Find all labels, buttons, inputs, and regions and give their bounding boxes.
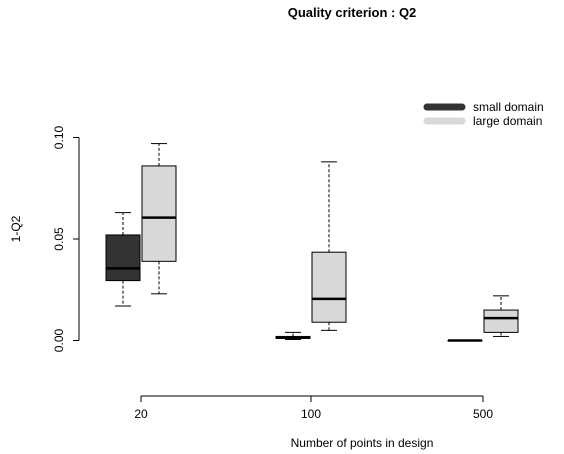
boxes <box>105 143 519 342</box>
x-tick-label: 100 <box>301 407 321 421</box>
legend-label: large domain <box>473 114 542 128</box>
x-tick-label: 500 <box>473 407 493 421</box>
box-small-domain-100 <box>275 331 311 340</box>
chart-title: Quality criterion : Q2 <box>288 5 417 20</box>
y-axis: 0.00 0.05 0.10 <box>52 125 80 352</box>
iqr-box <box>141 165 177 262</box>
legend-label: small domain <box>473 100 544 114</box>
box-small-domain-500 <box>447 339 483 342</box>
x-axis-label: Number of points in design <box>291 436 434 450</box>
y-tick-label: 0.00 <box>52 328 66 352</box>
y-tick-label: 0.05 <box>52 227 66 251</box>
box-large-domain-500 <box>483 295 519 337</box>
x-tick-label: 20 <box>134 407 148 421</box>
box-large-domain-20 <box>141 143 177 295</box>
y-tick-label: 0.10 <box>52 125 66 149</box>
box-large-domain-100 <box>311 161 347 331</box>
iqr-box <box>483 309 519 333</box>
y-axis-label: 1-Q2 <box>9 215 23 242</box>
x-axis: 20 100 500 <box>134 395 493 421</box>
box-small-domain-20 <box>105 212 141 307</box>
iqr-box <box>311 251 347 323</box>
iqr-box <box>105 234 141 282</box>
